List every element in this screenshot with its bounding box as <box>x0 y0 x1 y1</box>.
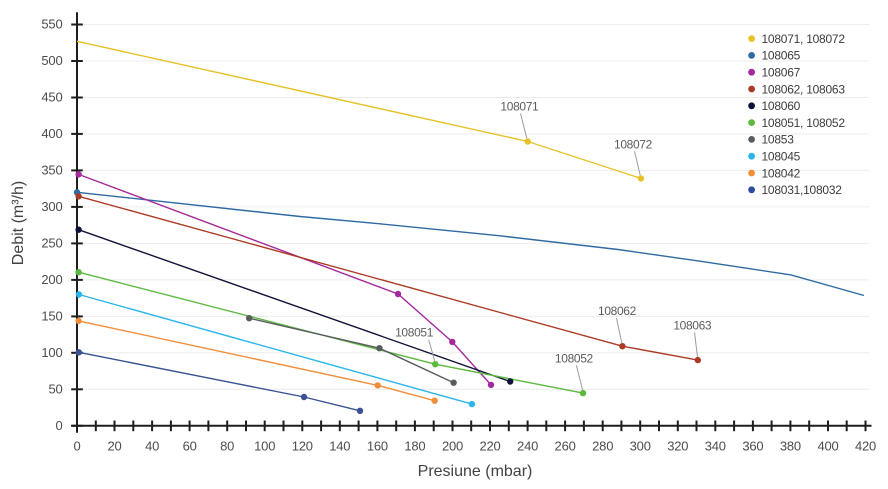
svg-text:108071: 108071 <box>500 100 539 114</box>
svg-text:60: 60 <box>183 439 197 454</box>
svg-text:80: 80 <box>220 439 234 454</box>
svg-text:108065: 108065 <box>762 49 801 63</box>
svg-text:0: 0 <box>73 439 80 454</box>
svg-text:300: 300 <box>630 439 651 454</box>
svg-text:108042: 108042 <box>762 166 801 180</box>
svg-text:50: 50 <box>48 381 62 396</box>
svg-text:200: 200 <box>41 272 62 287</box>
svg-text:200: 200 <box>442 439 463 454</box>
svg-text:400: 400 <box>41 126 62 141</box>
svg-text:100: 100 <box>254 439 275 454</box>
svg-text:0: 0 <box>55 418 62 433</box>
svg-text:140: 140 <box>329 439 350 454</box>
svg-text:340: 340 <box>705 439 726 454</box>
svg-text:380: 380 <box>780 439 801 454</box>
svg-text:320: 320 <box>667 439 688 454</box>
svg-text:350: 350 <box>41 162 62 177</box>
svg-text:108072: 108072 <box>614 137 653 151</box>
svg-text:Presiune (mbar): Presiune (mbar) <box>418 463 533 480</box>
svg-text:120: 120 <box>292 439 313 454</box>
svg-text:250: 250 <box>41 235 62 250</box>
svg-text:100: 100 <box>41 345 62 360</box>
svg-text:108062: 108062 <box>598 304 637 318</box>
svg-text:160: 160 <box>367 439 388 454</box>
svg-text:550: 550 <box>41 17 62 32</box>
svg-text:360: 360 <box>742 439 763 454</box>
svg-text:300: 300 <box>41 199 62 214</box>
svg-text:40: 40 <box>145 439 159 454</box>
svg-text:108031,108032: 108031,108032 <box>762 183 843 197</box>
svg-text:108063: 108063 <box>673 318 712 332</box>
svg-text:450: 450 <box>41 90 62 105</box>
svg-text:500: 500 <box>41 53 62 68</box>
svg-text:280: 280 <box>592 439 613 454</box>
svg-text:240: 240 <box>517 439 538 454</box>
svg-text:180: 180 <box>404 439 425 454</box>
svg-text:220: 220 <box>479 439 500 454</box>
svg-text:260: 260 <box>555 439 576 454</box>
svg-text:108052: 108052 <box>555 351 594 365</box>
svg-text:108067: 108067 <box>762 66 801 80</box>
svg-text:108062, 108063: 108062, 108063 <box>762 82 846 96</box>
svg-text:10853: 10853 <box>762 133 795 147</box>
svg-text:20: 20 <box>107 439 121 454</box>
svg-text:108060: 108060 <box>762 99 801 113</box>
svg-text:108071, 108072: 108071, 108072 <box>762 32 846 46</box>
svg-text:108051: 108051 <box>395 326 434 340</box>
svg-text:150: 150 <box>41 308 62 323</box>
svg-text:400: 400 <box>817 439 838 454</box>
svg-text:108045: 108045 <box>762 150 801 164</box>
svg-text:Debit (m³/h): Debit (m³/h) <box>10 181 27 265</box>
svg-text:108051, 108052: 108051, 108052 <box>762 116 846 130</box>
svg-text:420: 420 <box>855 439 876 454</box>
